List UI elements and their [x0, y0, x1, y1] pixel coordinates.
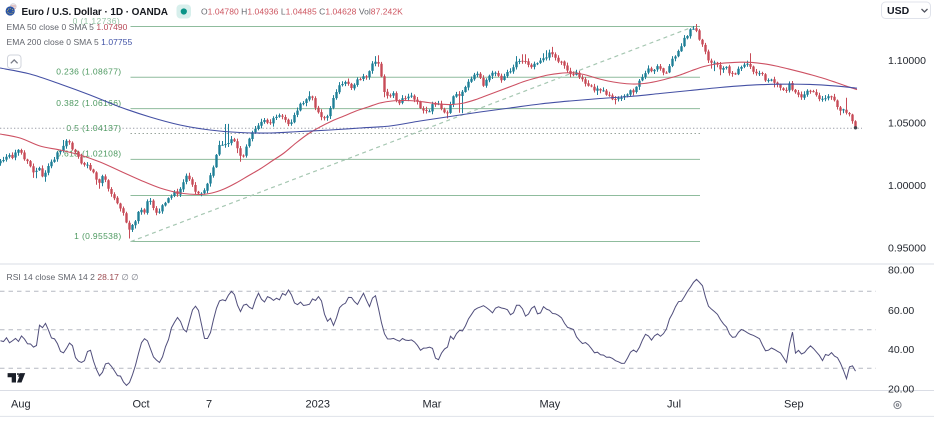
svg-text:80.00: 80.00: [888, 265, 914, 277]
svg-text:0.382 (1.06166): 0.382 (1.06166): [56, 98, 121, 108]
svg-text:7: 7: [206, 399, 212, 411]
svg-text:Oct: Oct: [133, 399, 150, 411]
svg-text:2023: 2023: [306, 399, 330, 411]
svg-text:1.05000: 1.05000: [888, 118, 926, 130]
svg-text:0.618 (1.02108): 0.618 (1.02108): [56, 149, 121, 159]
svg-text:EMA 50 close 0 SMA 5 1.07490: EMA 50 close 0 SMA 5 1.07490: [7, 22, 128, 32]
svg-text:Aug: Aug: [11, 399, 31, 411]
svg-text:0.5 (1.04137): 0.5 (1.04137): [66, 123, 121, 133]
svg-text:USD: USD: [887, 5, 910, 17]
svg-text:RSI 14 close SMA 14 2 28.17 ∅: RSI 14 close SMA 14 2 28.17 ∅ ∅: [7, 272, 140, 282]
svg-text:40.00: 40.00: [888, 344, 914, 356]
svg-text:Sep: Sep: [784, 399, 804, 411]
svg-text:0 (1.12736): 0 (1.12736): [73, 16, 120, 26]
svg-text:1.10000: 1.10000: [888, 55, 926, 67]
svg-text:0.236 (1.08677): 0.236 (1.08677): [56, 67, 121, 77]
svg-text:EMA 200 close 0 SMA 5 1.07755: EMA 200 close 0 SMA 5 1.07755: [7, 37, 133, 47]
svg-text:Mar: Mar: [423, 399, 442, 411]
svg-text:Euro / U.S. Dollar · 1D · OAND: Euro / U.S. Dollar · 1D · OANDA: [22, 7, 168, 18]
svg-text:0.95000: 0.95000: [888, 243, 926, 255]
svg-text:20.00: 20.00: [888, 383, 914, 395]
svg-text:O1.04780 H1.04936 L1.04485 C1.: O1.04780 H1.04936 L1.04485 C1.04628 Vol8…: [201, 6, 403, 16]
svg-text:1.00000: 1.00000: [888, 180, 926, 192]
svg-text:Jul: Jul: [667, 399, 681, 411]
svg-text:60.00: 60.00: [888, 305, 914, 317]
svg-text:May: May: [540, 399, 561, 411]
svg-text:1 (0.95538): 1 (0.95538): [74, 231, 121, 241]
